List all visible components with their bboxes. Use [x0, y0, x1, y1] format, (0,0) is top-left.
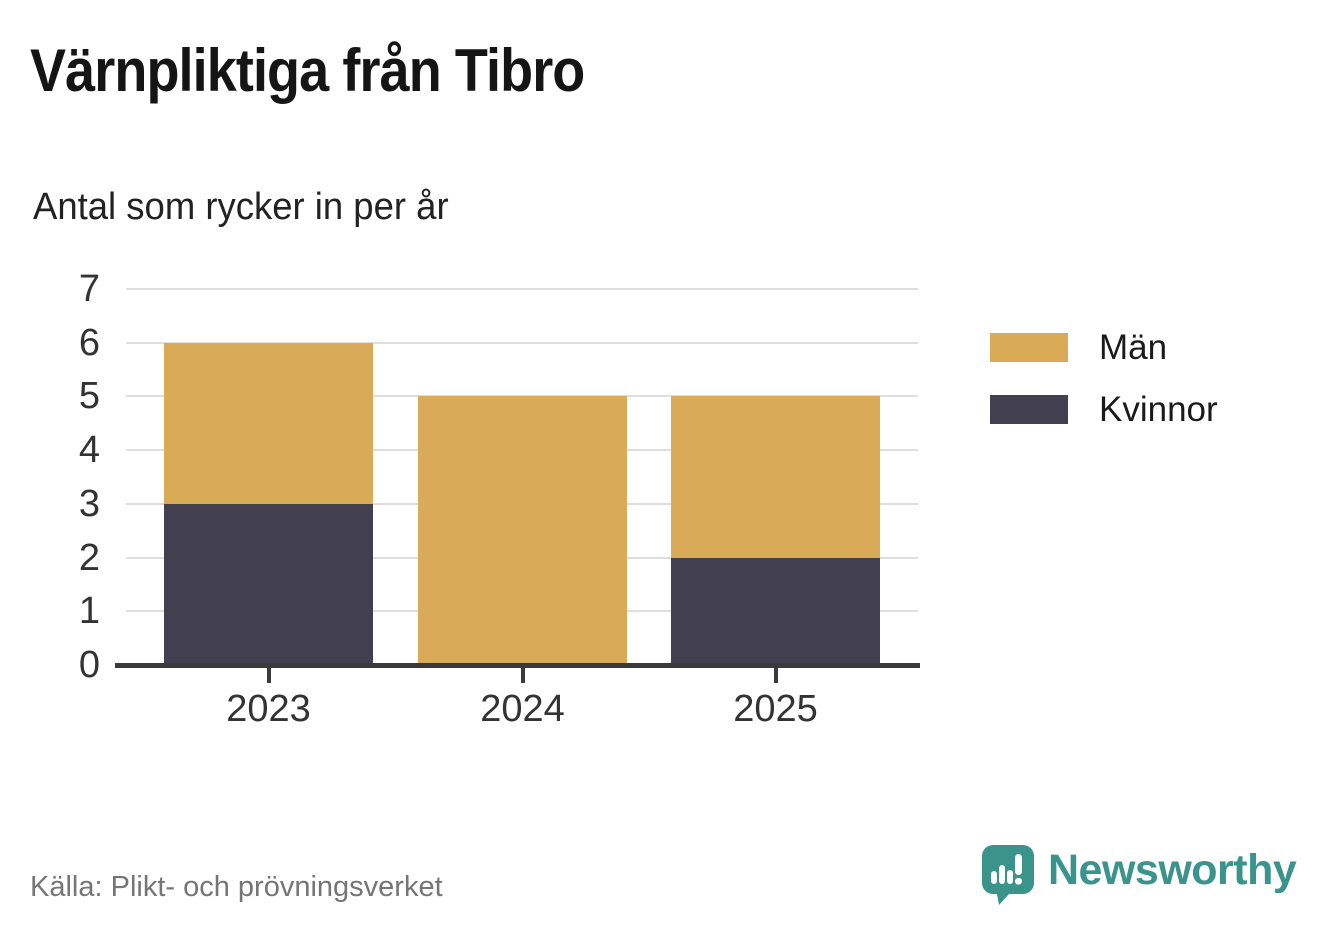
y-axis-tick-label: 6: [78, 321, 100, 364]
source-note: Källa: Plikt- och prövningsverket: [30, 871, 443, 903]
bar-segment-män-2025: [671, 396, 880, 558]
y-axis-tick-label: 7: [78, 268, 100, 310]
legend-item-men: Män: [990, 330, 1218, 365]
brand-name: Newsworthy: [1048, 846, 1297, 894]
x-axis-tick-label: 2023: [226, 688, 311, 730]
y-axis-tick-label: 5: [78, 375, 100, 418]
y-axis-tick-label: 1: [78, 590, 100, 633]
bar-segment-kvinnor-2025: [671, 557, 880, 665]
legend-swatch-women: [990, 395, 1068, 424]
legend-label-men: Män: [1099, 328, 1168, 367]
legend-label-women: Kvinnor: [1099, 390, 1218, 429]
y-axis-tick-label: 4: [78, 429, 100, 472]
bar-segment-män-2024: [418, 396, 627, 665]
y-axis-tick-label: 0: [78, 644, 100, 686]
y-axis-tick-label: 2: [78, 536, 100, 579]
legend-item-women: Kvinnor: [990, 392, 1218, 427]
x-axis-tick-mark: [773, 667, 778, 683]
speech-bubble-bar-chart-icon: [982, 845, 1034, 905]
bar-segment-kvinnor-2023: [164, 503, 373, 665]
legend-swatch-men: [990, 333, 1068, 362]
bar-segment-män-2023: [164, 342, 373, 504]
gridline: [126, 288, 918, 290]
x-axis-tick-mark: [520, 667, 525, 683]
x-axis-tick-mark: [266, 667, 271, 683]
page-subtitle: Antal som rycker in per år: [33, 186, 449, 228]
x-axis-tick-label: 2024: [480, 688, 565, 730]
gridline: [126, 341, 918, 344]
x-axis-tick-label: 2025: [733, 688, 818, 730]
x-axis-line: [115, 663, 920, 668]
page-title: Värnpliktiga från Tibro: [30, 37, 585, 104]
y-axis-tick-label: 3: [78, 482, 100, 525]
brand-logo: Newsworthy: [982, 845, 1297, 907]
legend: Män Kvinnor: [990, 330, 1218, 454]
